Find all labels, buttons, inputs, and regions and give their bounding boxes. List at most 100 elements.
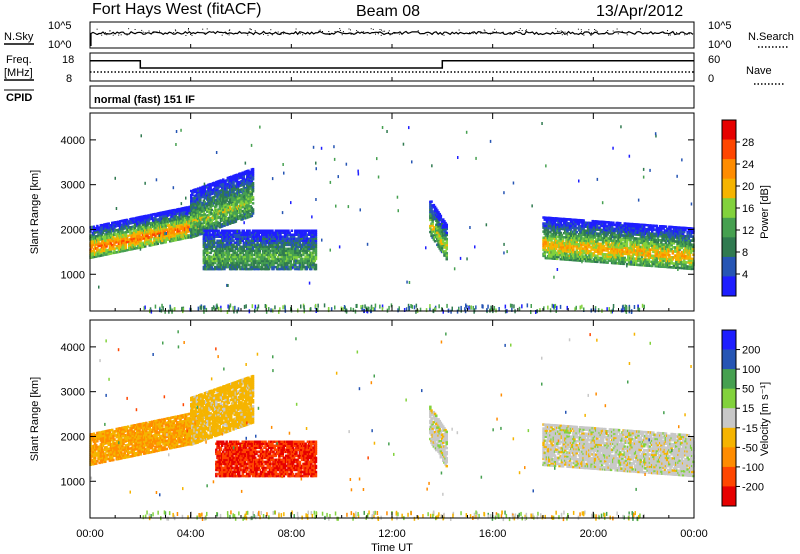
echo-cell [256, 255, 259, 259]
echo-cell [268, 243, 272, 247]
echo-cell [561, 254, 565, 257]
echo-cell [552, 253, 556, 256]
echo-cell [212, 237, 216, 240]
echo-cell [554, 233, 558, 236]
echo-cell [596, 240, 599, 243]
echo-cell [166, 222, 170, 225]
echo-cell [212, 187, 216, 191]
echo-cell [187, 234, 190, 237]
echo-cell [141, 241, 145, 245]
echo-cell [226, 259, 230, 263]
echo-cell [96, 224, 99, 228]
echo-cell [290, 265, 294, 269]
echo-cell [432, 203, 436, 207]
echo-cell [260, 267, 264, 271]
nsky-dot [491, 32, 493, 34]
nsky-dot [221, 34, 223, 36]
echo-cell [239, 259, 242, 263]
echo-cell [165, 236, 169, 240]
nsky-dot [580, 29, 582, 31]
echo-cell [145, 214, 148, 218]
nsky-dot [621, 30, 623, 32]
echo-cell [575, 218, 578, 222]
echo-cell [238, 257, 241, 261]
echo-cell [211, 229, 215, 232]
echo-cell [591, 242, 594, 245]
echo-cell [140, 229, 144, 233]
echo-cell [216, 214, 219, 218]
nsky-dot [602, 33, 604, 35]
echo-cell [239, 251, 242, 255]
echo-cell [181, 217, 185, 220]
echo-cell [235, 245, 239, 249]
echo-cell [209, 251, 212, 255]
echo-cell [274, 235, 278, 238]
nsky-dot [299, 32, 301, 34]
echo-cell [544, 216, 548, 219]
echo-cell [289, 255, 292, 259]
echo-cell [113, 247, 116, 250]
echo-cell [276, 243, 280, 247]
echo-cell [192, 235, 195, 238]
echo-cell [548, 236, 551, 240]
echo-cell [249, 172, 252, 176]
echo-cell [97, 248, 100, 252]
echo-cell [133, 223, 137, 226]
echo-cell [227, 210, 231, 214]
echo-cell [147, 238, 150, 241]
echo-cell [577, 235, 581, 238]
echo-cell [442, 218, 445, 221]
echo-cell [149, 221, 153, 225]
echo-cell [228, 202, 232, 205]
echo-cell [191, 193, 194, 196]
echo-cell [243, 198, 247, 202]
echo-cell [600, 232, 604, 236]
echo-cell [435, 207, 438, 210]
echo-cell [230, 255, 233, 259]
echo-cell [222, 178, 225, 181]
echo-cell [247, 241, 250, 245]
echo-cell [199, 200, 202, 204]
echo-cell [227, 204, 231, 208]
echo-cell [613, 231, 616, 235]
echo-cell [276, 257, 280, 261]
echo-cell [235, 263, 239, 267]
echo-cell [590, 234, 593, 237]
echo-cell [443, 220, 446, 223]
echo-cell [586, 245, 590, 249]
echo-cell [257, 263, 260, 267]
echo-cell [194, 220, 198, 223]
echo-cell [606, 257, 609, 260]
echo-cell [219, 193, 223, 196]
echo-cell [554, 251, 558, 254]
echo-cell [207, 233, 210, 236]
echo-cell [590, 221, 593, 225]
echo-cell [228, 192, 232, 195]
echo-cell [234, 255, 238, 259]
echo-cell [199, 228, 202, 232]
echo-cell [249, 182, 252, 186]
echo-cell [312, 243, 315, 247]
echo-cell [228, 190, 232, 193]
nsky-dot [112, 31, 114, 33]
nsky-dot [109, 30, 111, 32]
echo-cell [196, 187, 200, 190]
echo-cell [549, 253, 552, 256]
echo-cell [246, 247, 249, 251]
echo-cell [206, 186, 209, 189]
echo-cell [150, 215, 154, 218]
nsky-dot [363, 31, 365, 33]
echo-cell [187, 226, 190, 229]
echo-cell [149, 237, 153, 241]
echo-cell [223, 237, 226, 240]
echo-cell [202, 209, 206, 213]
echo-cell [314, 255, 318, 259]
echo-cell [216, 245, 219, 249]
nsky-dot [388, 31, 389, 33]
echo-cell [607, 221, 610, 224]
nsky-dot [250, 29, 252, 31]
echo-cell [289, 267, 292, 271]
nsky-dot [167, 32, 169, 34]
echo-cell [561, 258, 565, 261]
echo-cell [235, 261, 239, 265]
